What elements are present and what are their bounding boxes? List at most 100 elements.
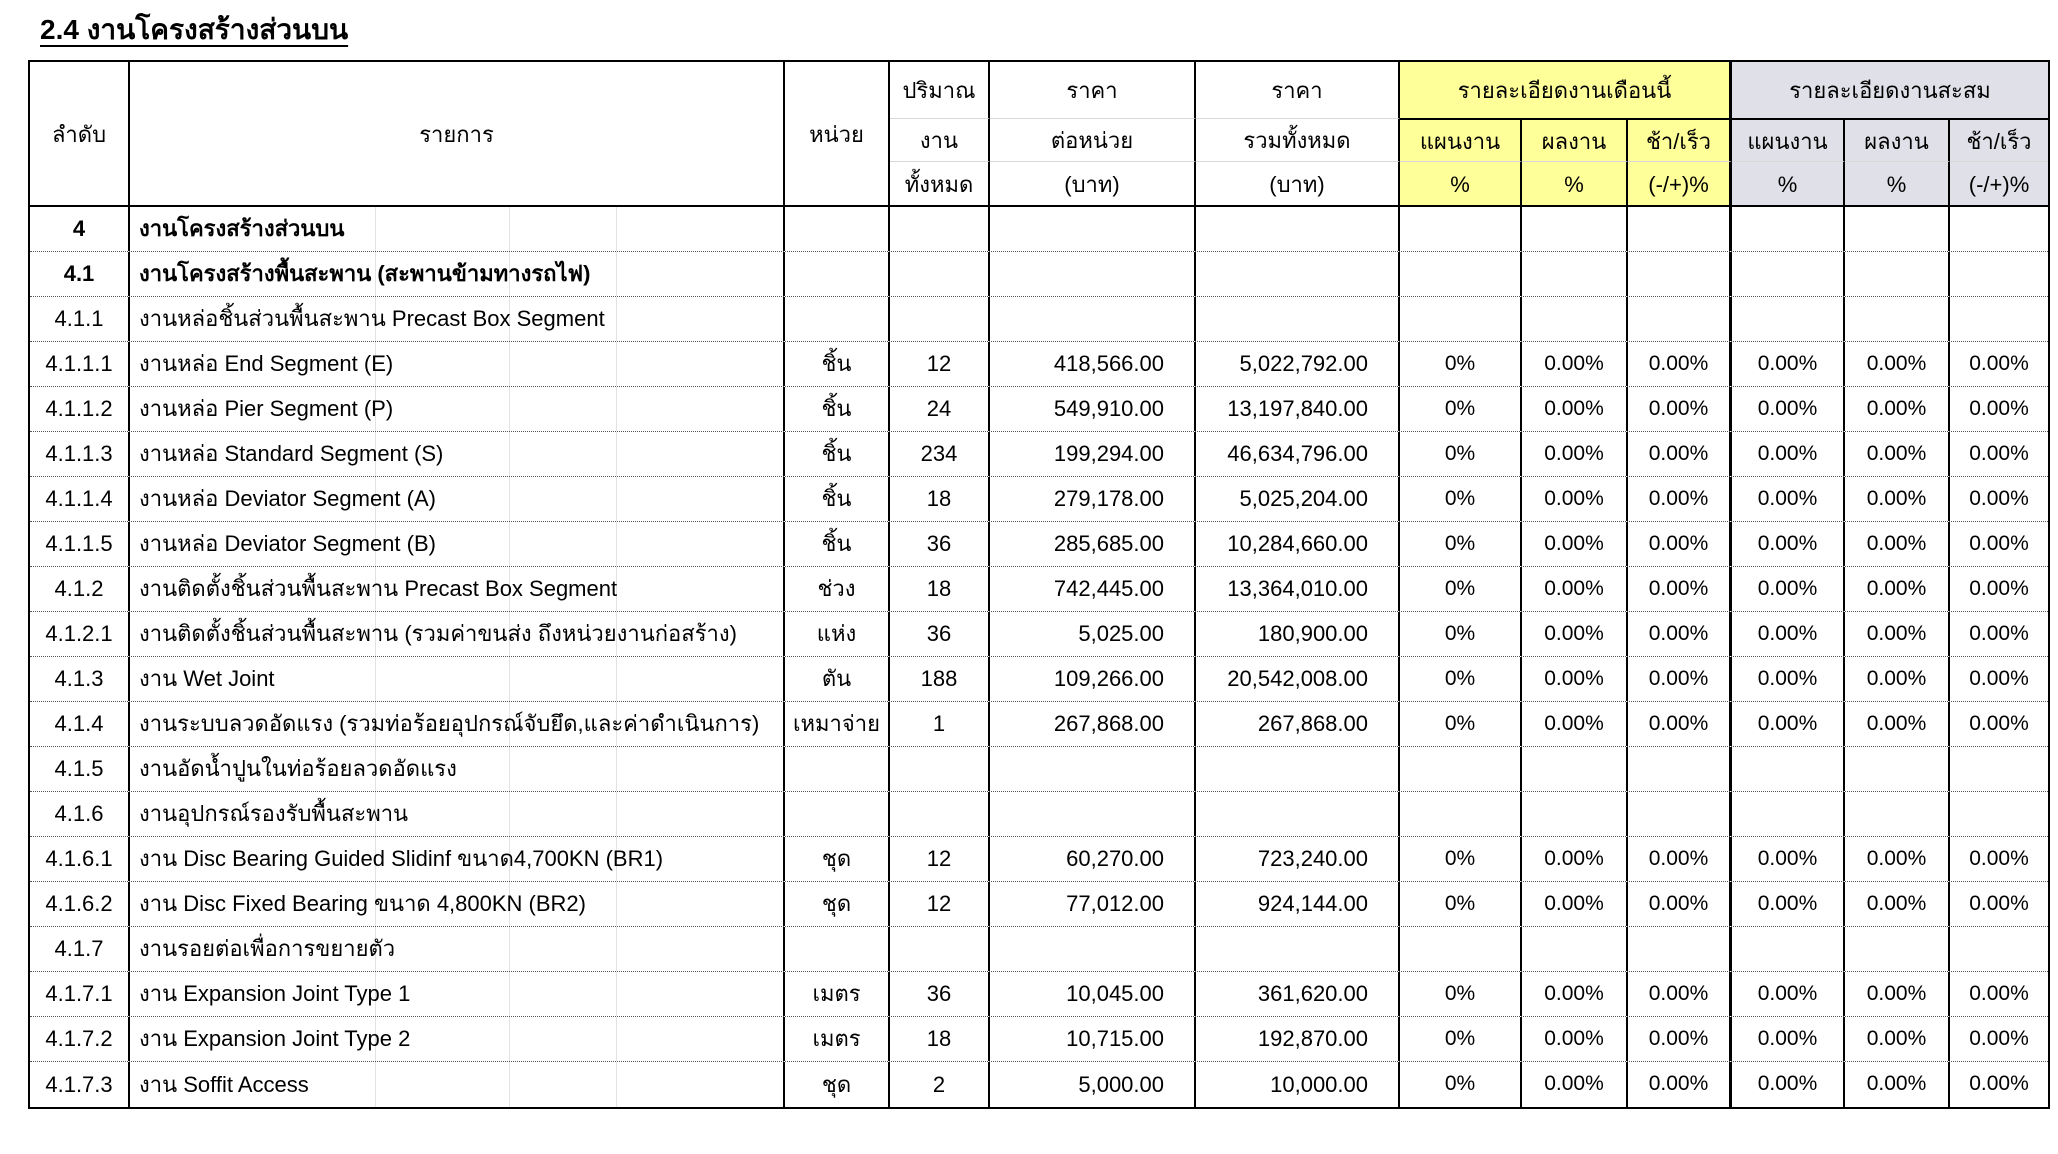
no-cell: 4.1.6.2: [30, 882, 130, 926]
total-price-cell: 10,000.00: [1196, 1062, 1400, 1107]
cum-diff-cell: 0.00%: [1969, 666, 2029, 690]
month-actual-cell: 0.00%: [1522, 522, 1628, 566]
month-actual-cell: 0.00%: [1522, 657, 1628, 701]
no-cell: 4.1.7.2: [30, 1017, 130, 1061]
cum-actual-cell: [1845, 927, 1950, 971]
month-actual-cell: 0.00%: [1522, 837, 1628, 881]
cum-diff-cell: [1950, 297, 2048, 341]
group-header-month: รายละเอียดงานเดือนนี้: [1400, 62, 1732, 118]
no-cell: 4.1.7: [30, 927, 130, 971]
month-actual-cell: 0.00%: [1522, 477, 1628, 521]
cum-diff-cell: 0.00%: [1969, 846, 2029, 870]
month-plan-cell: [1400, 927, 1522, 971]
month-diff-cell: [1628, 927, 1732, 971]
month-plan-cell: [1400, 747, 1522, 791]
month-plan-cell: 0%: [1400, 612, 1522, 656]
cum-diff-cell: 0.00%: [1969, 486, 2029, 510]
col-header-total-price-line1: ราคา: [1196, 62, 1400, 118]
unit-price-cell: 549,910.00: [990, 387, 1196, 431]
cum-plan-cell: 0.00%: [1732, 522, 1845, 566]
no-cell: 4.1.6.1: [30, 837, 130, 881]
table-row: 4.1.7.1 งาน Expansion Joint Type 1 เมตร 36 1…: [30, 972, 2048, 1017]
unit-price-cell: 5,000.00: [990, 1062, 1196, 1107]
cum-plan-cell: 0.00%: [1732, 432, 1845, 476]
cum-diff-cell: 0.00%: [1969, 1026, 2029, 1050]
item-cell: งานติดตั้งชิ้นส่วนพื้นสะพาน Precast Box …: [130, 567, 785, 611]
total-price-cell: 46,634,796.00: [1196, 432, 1400, 476]
qty-cell: [890, 297, 990, 341]
unit-price-cell: 279,178.00: [990, 477, 1196, 521]
no-cell: 4: [30, 207, 130, 251]
month-plan-cell: 0%: [1400, 432, 1522, 476]
cum-diff-cell: 0.00%: [1969, 711, 2029, 735]
cum-diff-cell: 0.00%: [1969, 621, 2029, 645]
col-header-unit-price-line3: (บาท): [990, 161, 1196, 205]
cum-plan-cell: 0.00%: [1732, 1062, 1845, 1107]
month-plan-cell: 0%: [1400, 522, 1522, 566]
total-price-cell: 13,197,840.00: [1196, 387, 1400, 431]
col-header-unit: หน่วย: [785, 62, 890, 205]
total-price-cell: [1196, 747, 1400, 791]
item-cell: งานหล่อ Pier Segment (P): [130, 387, 785, 431]
month-plan-cell: 0%: [1400, 972, 1522, 1016]
qty-cell: [890, 927, 990, 971]
month-actual-cell: 0.00%: [1522, 1017, 1628, 1061]
no-cell: 4.1: [30, 252, 130, 296]
cum-actual-cell: 0.00%: [1845, 477, 1950, 521]
month-diff-cell: 0.00%: [1628, 432, 1732, 476]
month-diff-cell: 0.00%: [1628, 612, 1732, 656]
month-actual-cell: [1522, 297, 1628, 341]
month-diff-cell: [1628, 252, 1732, 296]
month-actual-cell: 0.00%: [1522, 342, 1628, 386]
item-cell: งานติดตั้งชิ้นส่วนพื้นสะพาน (รวมค่าขนส่ง…: [130, 612, 785, 656]
cum-plan-cell: 0.00%: [1732, 972, 1845, 1016]
month-plan-cell: 0%: [1400, 837, 1522, 881]
cum-plan-cell: 0.00%: [1732, 837, 1845, 881]
item-cell: งานระบบลวดอัดแรง (รวมท่อร้อยอุปกรณ์จับยึ…: [130, 702, 785, 746]
cum-diff-cell: 0.00%: [1969, 441, 2029, 465]
cum-plan-cell: [1732, 792, 1845, 836]
cum-actual-cell: 0.00%: [1845, 612, 1950, 656]
item-cell: งานหล่อชิ้นส่วนพื้นสะพาน Precast Box Seg…: [130, 297, 785, 341]
table-row: 4 งานโครงสร้างส่วนบน: [30, 207, 2048, 252]
item-cell: งานหล่อ Deviator Segment (A): [130, 477, 785, 521]
total-price-cell: 267,868.00: [1196, 702, 1400, 746]
month-plan-cell: [1400, 792, 1522, 836]
no-cell: 4.1.1.5: [30, 522, 130, 566]
table-row: 4.1.6.1 งาน Disc Bearing Guided Slidinf ข…: [30, 837, 2048, 882]
col-header-no: ลำดับ: [30, 62, 130, 205]
cum-plan-cell: 0.00%: [1732, 882, 1845, 926]
month-plan-cell: 0%: [1400, 387, 1522, 431]
cum-diff-cell: 0.00%: [1969, 1072, 2029, 1096]
no-cell: 4.1.4: [30, 702, 130, 746]
col-header-qty-line1: ปริมาณ: [890, 62, 990, 118]
unit-cell: เหมาจ่าย: [785, 702, 890, 746]
qty-cell: [890, 747, 990, 791]
month-actual-cell: 0.00%: [1522, 1062, 1628, 1107]
table-header: ลำดับ รายการ หน่วย ปริมาณ ราคา ราคา รายล…: [30, 62, 2048, 207]
qty-cell: 12: [890, 837, 990, 881]
total-price-cell: 5,025,204.00: [1196, 477, 1400, 521]
item-cell: งานโครงสร้างพื้นสะพาน (สะพานข้ามทางรถไฟ): [130, 252, 785, 296]
month-actual-cell: 0.00%: [1522, 567, 1628, 611]
unit-price-cell: 60,270.00: [990, 837, 1196, 881]
no-cell: 4.1.1.3: [30, 432, 130, 476]
boq-table: ลำดับ รายการ หน่วย ปริมาณ ราคา ราคา รายล…: [28, 60, 2050, 1109]
cum-diff-cell: 0.00%: [1969, 396, 2029, 420]
unit-cell: แห่ง: [785, 612, 890, 656]
cum-plan-cell: 0.00%: [1732, 657, 1845, 701]
table-row: 4.1.1.1 งานหล่อ End Segment (E) ชิ้น 12 418,…: [30, 342, 2048, 387]
total-price-cell: [1196, 207, 1400, 251]
cum-plan-cell: 0.00%: [1732, 567, 1845, 611]
total-price-cell: [1196, 792, 1400, 836]
month-plan-cell: 0%: [1400, 1017, 1522, 1061]
item-cell: งาน Wet Joint: [130, 657, 785, 701]
unit-cell: [785, 207, 890, 251]
cum-actual-cell: [1845, 207, 1950, 251]
month-actual-cell: 0.00%: [1522, 972, 1628, 1016]
total-price-cell: 192,870.00: [1196, 1017, 1400, 1061]
qty-cell: 2: [890, 1062, 990, 1107]
col-header-month-late-early-percent: (-/+)%: [1628, 161, 1732, 205]
unit-price-cell: [990, 792, 1196, 836]
cum-diff-cell: 0.00%: [1969, 891, 2029, 915]
